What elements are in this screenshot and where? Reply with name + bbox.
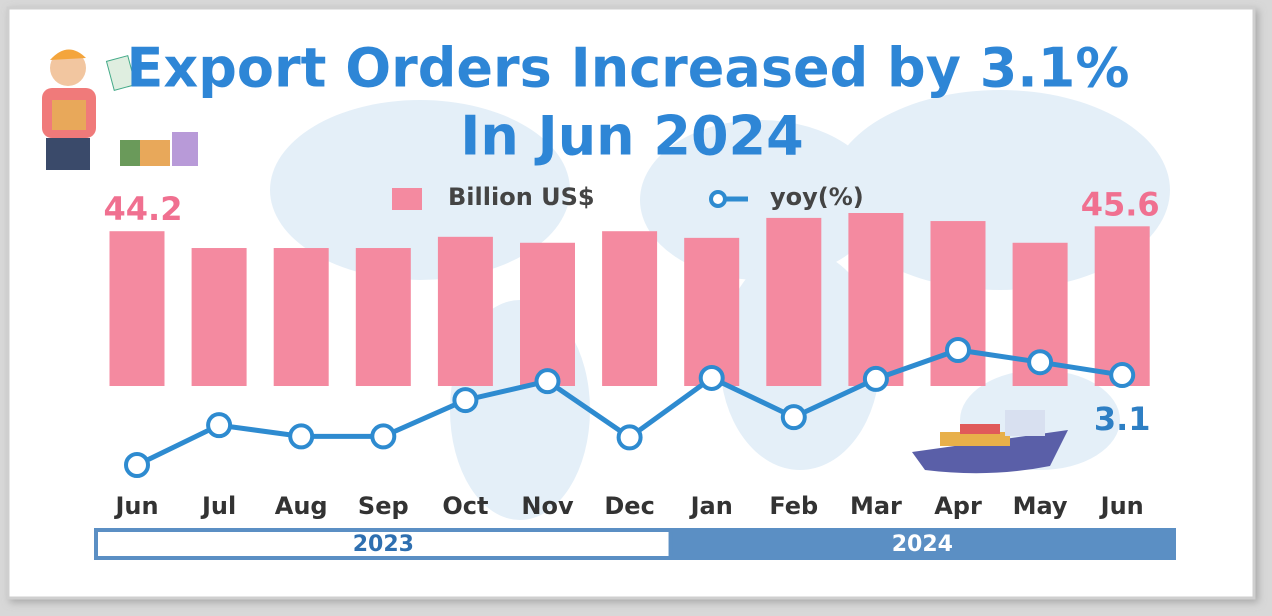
x-tick-label: Nov — [521, 492, 574, 520]
data-label: 3.1 — [1094, 400, 1151, 438]
x-tick-label: Aug — [275, 492, 328, 520]
worker-illustration — [42, 49, 198, 170]
bar — [766, 217, 822, 386]
bar — [602, 231, 658, 386]
x-tick-label: Oct — [442, 492, 488, 520]
x-tick-label: Dec — [604, 492, 654, 520]
bar — [273, 248, 329, 386]
x-tick-label: Mar — [850, 492, 902, 520]
x-tick-label: Apr — [934, 492, 982, 520]
line-point — [780, 404, 807, 431]
x-tick-label: May — [1013, 492, 1068, 520]
year-label: 2024 — [892, 532, 953, 557]
line-point — [534, 368, 561, 395]
chart-subtitle: In Jun 2024 — [460, 105, 803, 168]
legend-swatch — [392, 188, 422, 210]
line-point — [1109, 362, 1136, 389]
x-tick-label: Jul — [200, 492, 236, 520]
bar — [520, 242, 575, 386]
x-tick-label: Sep — [358, 492, 409, 520]
data-label: 45.6 — [1081, 185, 1160, 223]
legend-swatch — [709, 190, 727, 208]
line-point — [1027, 349, 1054, 376]
line-point — [124, 452, 150, 478]
bar — [848, 213, 904, 386]
year-label: 2023 — [353, 532, 414, 557]
bar — [191, 248, 247, 386]
bar — [109, 231, 165, 386]
line-point — [616, 424, 643, 451]
line-point — [945, 337, 971, 363]
x-tick-label: Jan — [689, 492, 733, 520]
bar — [1094, 226, 1150, 386]
plot: 2023 2024 Jun Jul Aug Sep Oct Nov Dec Jan Feb Mar Ap… — [94, 183, 1177, 560]
bar — [684, 237, 740, 386]
x-tick-label: Jun — [1099, 492, 1144, 520]
chart-title: Export Orders Increased by 3.1% — [127, 37, 1130, 100]
legend-label: Billion US$ — [448, 183, 595, 211]
year-band — [668, 528, 1177, 560]
data-label: 44.2 — [104, 190, 183, 228]
line-point — [452, 387, 479, 414]
x-tick-label: Jun — [113, 492, 158, 520]
line-point — [206, 412, 233, 439]
ship-illustration — [912, 410, 1068, 474]
line-point — [370, 423, 397, 450]
line-point — [698, 364, 725, 391]
bar — [355, 248, 411, 386]
line-point — [288, 423, 315, 450]
bar — [437, 236, 493, 386]
line-point — [862, 365, 889, 392]
legend-label: yoy(%) — [770, 183, 864, 211]
x-tick-label: Feb — [769, 492, 818, 520]
